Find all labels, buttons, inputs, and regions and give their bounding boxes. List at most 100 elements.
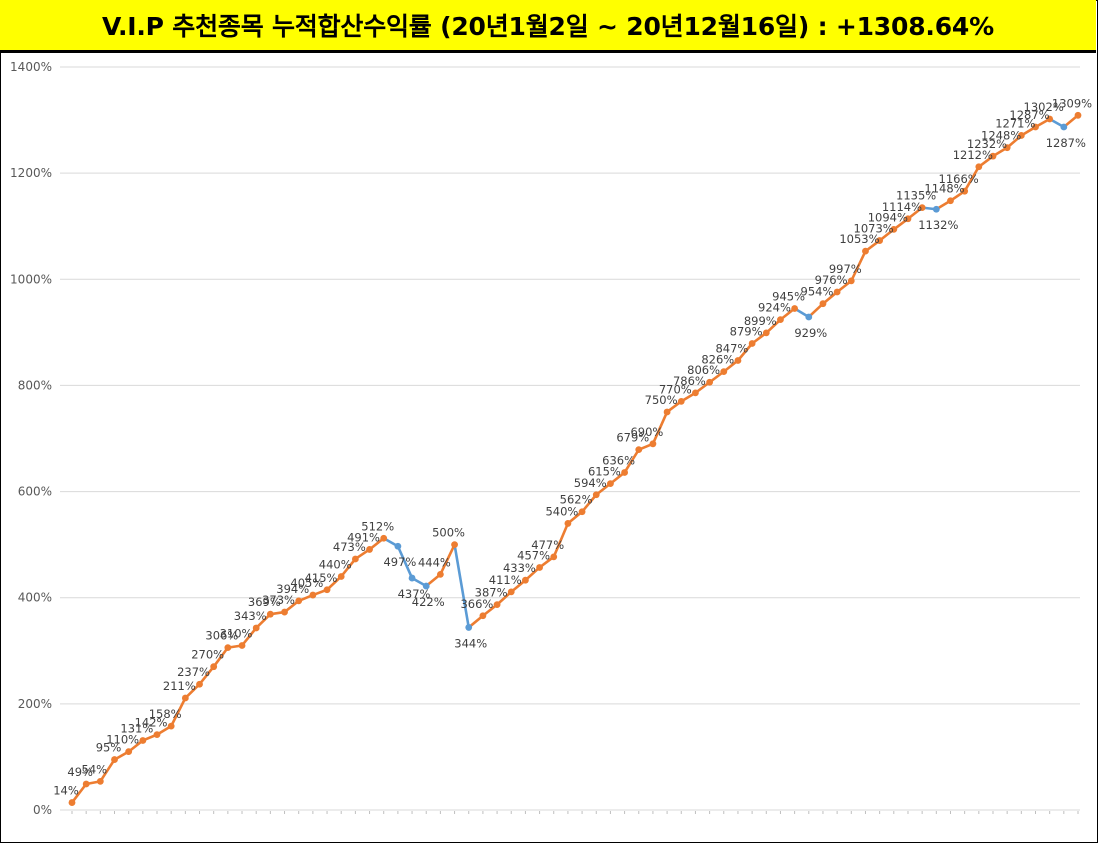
data-point bbox=[380, 534, 388, 542]
y-tick-label: 800% bbox=[18, 378, 52, 392]
data-label: 433% bbox=[503, 561, 536, 575]
data-label: 491% bbox=[347, 530, 380, 544]
line-segment bbox=[453, 543, 471, 629]
data-label: 954% bbox=[801, 285, 834, 299]
data-label: 615% bbox=[588, 465, 621, 479]
data-label: 387% bbox=[475, 586, 508, 600]
data-label: 1132% bbox=[918, 218, 958, 232]
data-label: 806% bbox=[687, 363, 720, 377]
data-label: 1212% bbox=[953, 148, 993, 162]
data-point bbox=[876, 237, 884, 244]
y-tick-label: 0% bbox=[33, 803, 52, 817]
line-segment bbox=[552, 522, 570, 559]
data-point bbox=[621, 469, 628, 476]
data-label: 142% bbox=[135, 716, 168, 730]
data-label: 1248% bbox=[981, 129, 1021, 143]
data-point bbox=[805, 313, 813, 321]
data-point bbox=[819, 300, 827, 308]
data-point bbox=[1017, 132, 1025, 139]
line-segment bbox=[212, 646, 230, 669]
data-point bbox=[961, 187, 969, 195]
data-point bbox=[281, 608, 288, 616]
data-point bbox=[436, 570, 444, 578]
data-point bbox=[649, 440, 657, 448]
data-point bbox=[536, 564, 543, 571]
line-segment bbox=[580, 493, 598, 514]
data-label: 344% bbox=[454, 636, 487, 650]
data-point bbox=[975, 163, 983, 171]
line-segment bbox=[339, 557, 357, 578]
line-segment bbox=[849, 249, 867, 283]
data-point bbox=[337, 573, 345, 580]
data-labels: 14% 49%54% 95%110%131%142%158% 211%237% 270%… bbox=[53, 96, 1092, 797]
data-point bbox=[507, 588, 515, 596]
data-point bbox=[564, 520, 572, 527]
data-label: 929% bbox=[794, 326, 827, 340]
data-point bbox=[111, 756, 118, 763]
data-label: 512% bbox=[361, 519, 394, 533]
data-label: 1287% bbox=[1046, 136, 1086, 150]
line-segment bbox=[240, 626, 258, 647]
data-point bbox=[592, 491, 600, 499]
data-point bbox=[266, 610, 274, 618]
data-label: 786% bbox=[673, 374, 706, 388]
data-label: 1271% bbox=[995, 116, 1035, 130]
data-label: 879% bbox=[730, 325, 763, 339]
line-segment bbox=[963, 165, 981, 193]
data-point bbox=[706, 378, 714, 386]
data-point bbox=[451, 541, 458, 549]
data-label: 373% bbox=[262, 593, 295, 607]
y-tick-label: 200% bbox=[18, 697, 52, 711]
data-point bbox=[125, 748, 133, 756]
data-label: 415% bbox=[305, 571, 338, 585]
data-label: 997% bbox=[829, 262, 862, 276]
data-label: 1094% bbox=[868, 210, 908, 224]
data-label: 343% bbox=[234, 609, 267, 623]
data-point bbox=[422, 582, 430, 590]
title-banner: V.I.P 추천종목 누적합산수익률 (20년1월2일 ~ 20년12월16일)… bbox=[0, 0, 1096, 53]
data-point bbox=[635, 446, 643, 454]
data-point bbox=[918, 204, 926, 212]
y-axis-tick-labels: 0% 200% 400% 600% 800% 1000% 1200% 1400% bbox=[10, 60, 52, 817]
line-segment bbox=[623, 448, 641, 474]
data-point bbox=[295, 597, 303, 605]
data-point bbox=[1046, 115, 1054, 123]
data-label: 1114% bbox=[882, 200, 922, 214]
data-point bbox=[366, 546, 373, 553]
data-point bbox=[252, 624, 260, 632]
y-tick-label: 1200% bbox=[10, 166, 52, 180]
data-label: 1053% bbox=[839, 232, 879, 246]
grid-layer bbox=[60, 66, 1080, 811]
data-point bbox=[309, 591, 317, 599]
x-axis-tick-marks bbox=[71, 811, 1079, 814]
series-points bbox=[68, 111, 1082, 806]
data-point bbox=[479, 612, 487, 620]
data-label: 237% bbox=[177, 665, 210, 679]
line-segment bbox=[169, 696, 187, 728]
data-label: 500% bbox=[432, 526, 465, 540]
data-label: 110% bbox=[106, 733, 139, 747]
data-point bbox=[989, 152, 997, 160]
data-point bbox=[153, 731, 161, 739]
data-label: 211% bbox=[163, 679, 196, 693]
data-label: 411% bbox=[489, 573, 522, 587]
data-label: 14% bbox=[53, 784, 79, 798]
data-label: 1309% bbox=[1052, 96, 1092, 110]
data-point bbox=[167, 722, 175, 730]
data-label: 594% bbox=[574, 476, 607, 490]
data-label: 540% bbox=[545, 504, 578, 518]
data-label: 976% bbox=[815, 273, 848, 287]
line-segment bbox=[439, 543, 456, 576]
data-point bbox=[196, 680, 203, 688]
data-point bbox=[238, 642, 246, 649]
line-segment bbox=[651, 410, 669, 446]
data-point bbox=[1032, 123, 1039, 131]
data-label: 750% bbox=[645, 393, 678, 407]
data-label: 636% bbox=[602, 453, 635, 467]
data-point bbox=[692, 389, 699, 397]
data-point bbox=[720, 368, 728, 376]
data-point bbox=[96, 777, 104, 785]
data-point bbox=[777, 316, 784, 324]
data-point bbox=[833, 288, 841, 296]
data-point bbox=[139, 737, 147, 744]
